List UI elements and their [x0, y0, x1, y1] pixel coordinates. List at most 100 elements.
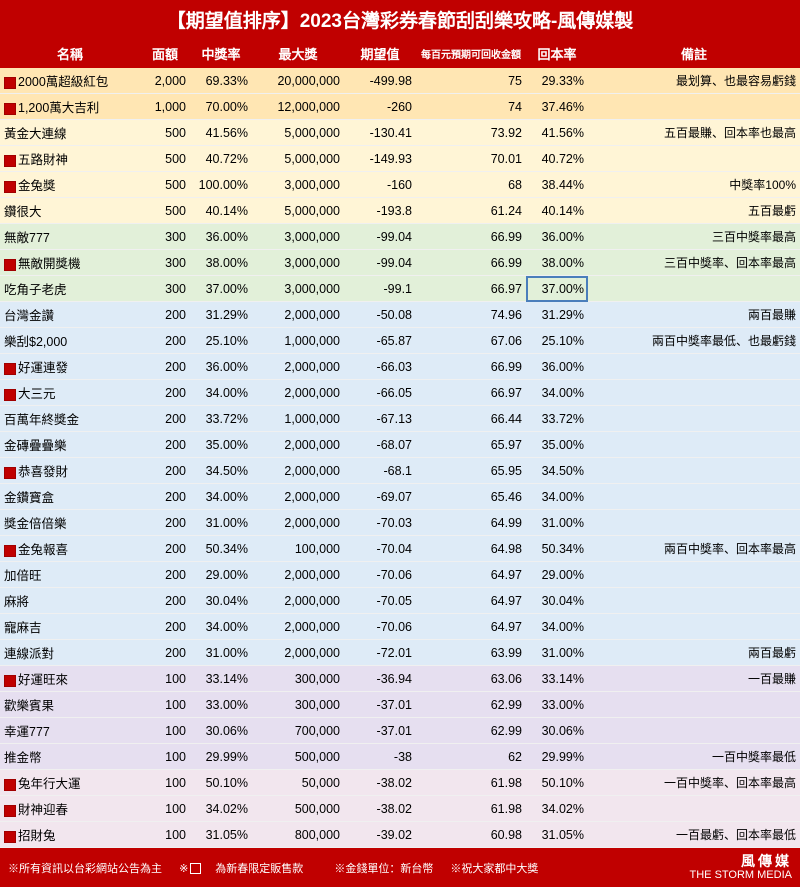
cell: 36.00%: [526, 224, 588, 250]
cell: 2,000,000: [252, 484, 344, 510]
page-title: 【期望值排序】2023台灣彩券春節刮刮樂攻略-風傳媒製: [0, 0, 800, 39]
cell: [588, 432, 800, 458]
cell: 3,000,000: [252, 224, 344, 250]
cell: 歡樂賓果: [0, 692, 140, 718]
cell-text: 金兔報喜: [18, 543, 68, 557]
footer-note: ※為新春限定販售款: [179, 863, 317, 875]
cell-text: 金磚疊疊樂: [4, 439, 67, 453]
marker-icon: [4, 467, 16, 479]
cell: 200: [140, 640, 190, 666]
cell: -72.01: [344, 640, 416, 666]
cell: -50.08: [344, 302, 416, 328]
cell-text: 麻將: [4, 595, 29, 609]
cell: 34.00%: [190, 380, 252, 406]
cell: 41.56%: [190, 120, 252, 146]
cell: 30.04%: [190, 588, 252, 614]
cell: 40.14%: [526, 198, 588, 224]
cell-text: 大三元: [18, 387, 56, 401]
cell: 33.72%: [190, 406, 252, 432]
cell: 34.50%: [190, 458, 252, 484]
cell: 60.98: [416, 822, 526, 848]
cell-text: 五路財神: [18, 153, 68, 167]
col-header: 面額: [140, 39, 190, 68]
cell-text: 金鑽寶盒: [4, 491, 54, 505]
cell: 35.00%: [526, 432, 588, 458]
cell: 2000萬超級紅包: [0, 68, 140, 94]
marker-icon: [4, 363, 16, 375]
cell: 33.14%: [526, 666, 588, 692]
cell: 兩百中獎率、回本率最高: [588, 536, 800, 562]
table-row: 麻將20030.04%2,000,000-70.0564.9730.04%: [0, 588, 800, 614]
cell: 中獎率100%: [588, 172, 800, 198]
cell: [588, 510, 800, 536]
cell: 50.34%: [190, 536, 252, 562]
cell: -70.05: [344, 588, 416, 614]
cell: 200: [140, 484, 190, 510]
table-container: 【期望值排序】2023台灣彩券春節刮刮樂攻略-風傳媒製 名稱面額中獎率最大獎期望…: [0, 0, 800, 887]
cell-text: 歡樂賓果: [4, 699, 54, 713]
cell: -260: [344, 94, 416, 120]
cell: -38: [344, 744, 416, 770]
cell: 36.00%: [190, 354, 252, 380]
cell: 無敵開獎機: [0, 250, 140, 276]
cell: -67.13: [344, 406, 416, 432]
cell: [588, 354, 800, 380]
cell: 招財兔: [0, 822, 140, 848]
cell: 最划算、也最容易虧錢: [588, 68, 800, 94]
cell: 70.00%: [190, 94, 252, 120]
cell: 64.97: [416, 562, 526, 588]
cell: 69.33%: [190, 68, 252, 94]
marker-icon: [4, 831, 16, 843]
cell: 300: [140, 276, 190, 302]
cell: -499.98: [344, 68, 416, 94]
cell: 黃金大連線: [0, 120, 140, 146]
cell: 70.01: [416, 146, 526, 172]
cell: -70.06: [344, 614, 416, 640]
footer: ※所有資訊以台彩網站公告為主 ※為新春限定販售款 ※金錢單位：新台幣 ※祝大家都…: [0, 848, 800, 887]
cell: 35.00%: [190, 432, 252, 458]
cell: 推金幣: [0, 744, 140, 770]
cell: 31.29%: [526, 302, 588, 328]
marker-icon: [4, 675, 16, 687]
cell: [588, 94, 800, 120]
cell-text: 好運旺來: [18, 673, 68, 687]
cell: 64.97: [416, 614, 526, 640]
cell: 2,000,000: [252, 380, 344, 406]
cell: 41.56%: [526, 120, 588, 146]
cell: 2,000,000: [252, 614, 344, 640]
cell: 五百最賺、回本率也最高: [588, 120, 800, 146]
cell-text: 獎金倍倍樂: [4, 517, 67, 531]
cell: 寵麻吉: [0, 614, 140, 640]
cell-text: 招財兔: [18, 829, 56, 843]
table-row: 台灣金讚20031.29%2,000,000-50.0874.9631.29%兩…: [0, 302, 800, 328]
cell: 33.00%: [526, 692, 588, 718]
cell: 5,000,000: [252, 198, 344, 224]
cell-text: 百萬年終獎金: [4, 413, 79, 427]
marker-icon: [4, 805, 16, 817]
table-row: 好運連發20036.00%2,000,000-66.0366.9936.00%: [0, 354, 800, 380]
cell: 3,000,000: [252, 276, 344, 302]
cell: -68.07: [344, 432, 416, 458]
cell: 200: [140, 328, 190, 354]
table-row: 吃角子老虎30037.00%3,000,000-99.166.9737.00%: [0, 276, 800, 302]
cell: 100: [140, 718, 190, 744]
footer-notes: ※所有資訊以台彩網站公告為主 ※為新春限定販售款 ※金錢單位：新台幣 ※祝大家都…: [8, 860, 552, 876]
cell: 100: [140, 692, 190, 718]
cell: 三百中獎率最高: [588, 224, 800, 250]
cell: 100,000: [252, 536, 344, 562]
table-row: 寵麻吉20034.00%2,000,000-70.0664.9734.00%: [0, 614, 800, 640]
cell: 61.24: [416, 198, 526, 224]
cell: 30.06%: [190, 718, 252, 744]
cell: 65.95: [416, 458, 526, 484]
cell: 33.72%: [526, 406, 588, 432]
table-row: 財神迎春10034.02%500,000-38.0261.9834.02%: [0, 796, 800, 822]
cell: [588, 380, 800, 406]
cell: -99.04: [344, 250, 416, 276]
table-row: 歡樂賓果10033.00%300,000-37.0162.9933.00%: [0, 692, 800, 718]
cell: 2,000,000: [252, 432, 344, 458]
col-header: 回本率: [526, 39, 588, 68]
cell: -193.8: [344, 198, 416, 224]
cell-text: 1,200萬大吉利: [18, 101, 99, 115]
cell: 75: [416, 68, 526, 94]
cell: 200: [140, 536, 190, 562]
